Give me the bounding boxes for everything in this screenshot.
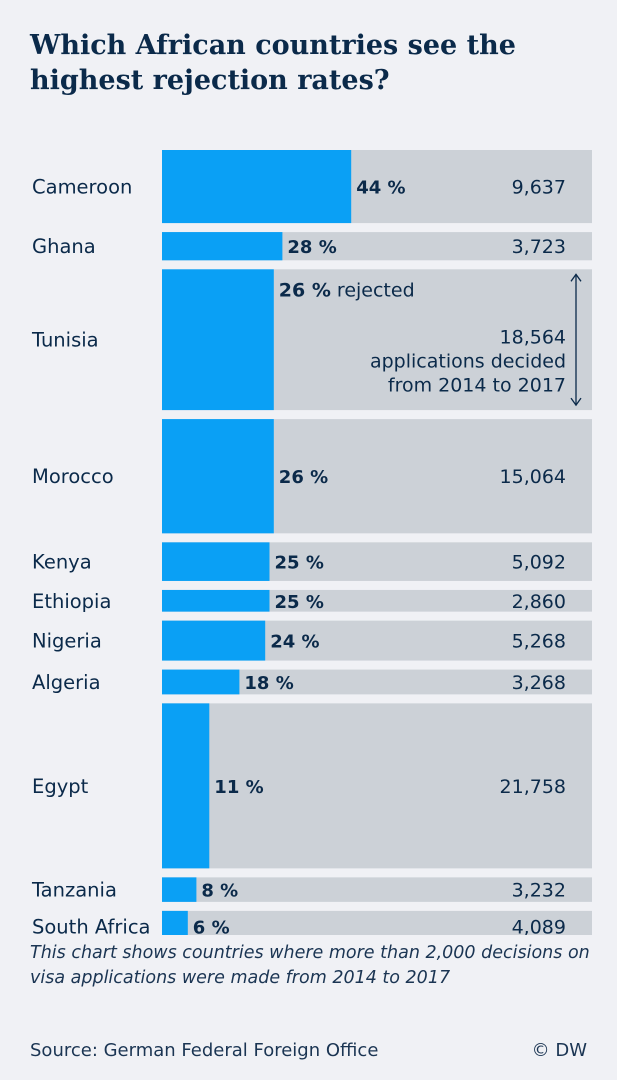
bar-rejected-ghana [162, 232, 283, 261]
country-label-egypt: Egypt [32, 775, 89, 798]
applications-label-morocco: 15,064 [500, 466, 566, 488]
annotation-arrow-down-icon [570, 397, 582, 407]
country-label-south-africa: South Africa [32, 915, 151, 935]
rate-label-tunisia: 26 % rejected [279, 279, 415, 301]
bar-rejected-cameroon [162, 150, 352, 224]
rate-label-tanzania: 8 % [201, 881, 238, 902]
rate-value-tunisia: 26 % [279, 279, 331, 301]
annotation-line2: from 2014 to 2017 [388, 375, 566, 397]
bar-decided-south-africa [162, 910, 592, 935]
applications-label-ethiopia: 2,860 [512, 591, 566, 613]
bar-rejected-tunisia [162, 269, 274, 411]
credit-label: © DW [531, 1040, 587, 1061]
applications-label-algeria: 3,268 [512, 672, 566, 694]
applications-label-ghana: 3,723 [512, 236, 566, 258]
rate-suffix: rejected [331, 279, 415, 301]
bar-rejected-algeria [162, 669, 240, 695]
country-label-cameroon: Cameroon [32, 176, 132, 199]
rate-label-cameroon: 44 % [356, 178, 405, 199]
country-label-tanzania: Tanzania [31, 879, 117, 902]
bar-decided-tanzania [162, 877, 592, 902]
chart-note: This chart shows countries where more th… [30, 943, 590, 988]
annotation-line1: applications decided [370, 351, 566, 373]
rate-label-south-africa: 6 % [193, 917, 230, 935]
rate-label-egypt: 11 % [214, 777, 263, 798]
country-label-nigeria: Nigeria [32, 630, 102, 653]
applications-label-cameroon: 9,637 [512, 177, 566, 199]
bar-rejected-ethiopia [162, 589, 270, 612]
rate-label-ethiopia: 25 % [275, 592, 324, 613]
country-label-morocco: Morocco [32, 465, 114, 488]
rate-label-algeria: 18 % [244, 673, 293, 694]
country-label-ghana: Ghana [32, 235, 96, 258]
bar-rejected-south-africa [162, 910, 188, 935]
country-label-tunisia: Tunisia [31, 329, 99, 352]
applications-label-kenya: 5,092 [512, 552, 566, 574]
country-label-kenya: Kenya [32, 551, 92, 574]
source-label: Source: German Federal Foreign Office [30, 1040, 379, 1061]
bar-decided-egypt [162, 703, 592, 869]
bar-rejected-egypt [162, 703, 210, 869]
rate-label-nigeria: 24 % [270, 632, 319, 653]
applications-label-tunisia: 18,564 [500, 327, 566, 349]
chart-svg: Cameroon 44 % 9,637 Ghana 28 % 3,723 Tunisia 26… [31, 150, 592, 935]
bar-rejected-tanzania [162, 877, 197, 902]
annotation-arrow-up-icon [570, 273, 582, 282]
applications-label-tanzania: 3,232 [512, 880, 566, 902]
country-label-ethiopia: Ethiopia [32, 590, 111, 613]
chart-title: Which African countries see the highest … [30, 30, 516, 96]
country-label-algeria: Algeria [32, 671, 101, 694]
bar-rejected-kenya [162, 542, 270, 581]
rate-label-ghana: 28 % [287, 237, 336, 258]
applications-label-egypt: 21,758 [500, 776, 566, 798]
rate-label-morocco: 26 % [279, 467, 328, 488]
applications-label-south-africa: 4,089 [512, 916, 566, 935]
applications-label-nigeria: 5,268 [512, 631, 566, 653]
rate-label-kenya: 25 % [275, 553, 324, 574]
bar-rejected-nigeria [162, 620, 266, 661]
bar-rejected-morocco [162, 419, 274, 534]
